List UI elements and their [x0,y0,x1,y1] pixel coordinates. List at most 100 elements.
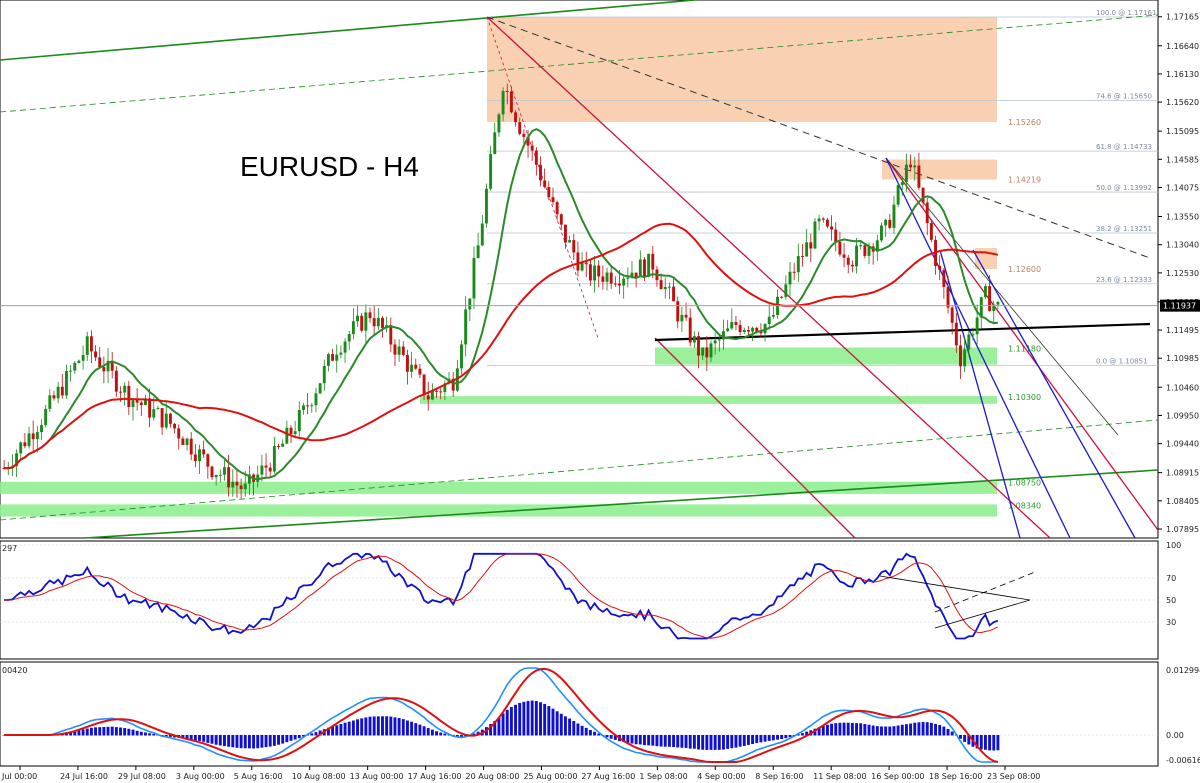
candle-body [705,347,709,358]
macd-line [4,667,998,763]
candle-body [484,188,488,224]
candle-body [260,465,264,475]
support-zone-label: 1.08340 [1008,501,1041,510]
macd-histogram-bar [859,723,863,736]
candle-body [135,400,139,403]
candle-body [364,312,368,331]
x-tick-label: 10 Aug 08:00 [292,772,346,781]
macd-tick-label: -0.006161 [1166,756,1200,765]
support-zone [0,504,997,517]
macd-histogram-bar [988,735,992,751]
candle-body [31,433,35,440]
macd-histogram-bar [626,735,630,743]
macd-histogram-bar [189,735,193,740]
candle-body [193,454,197,462]
x-tick-label: 23 Sep 08:00 [987,772,1040,781]
candle-body [859,245,863,247]
rsi-tick-label: 50 [1166,596,1176,605]
macd-histogram-bar [252,735,256,749]
macd-histogram-bar [638,735,642,745]
macd-histogram-bar [127,728,131,736]
candle-body [722,331,725,340]
candle-body [543,180,547,187]
candle-body [555,202,559,215]
candle-body [622,278,626,286]
candle-body [480,223,484,246]
macd-histogram-bar [260,735,264,748]
macd-histogram-bar [634,735,638,745]
macd-histogram-bar [256,735,260,749]
macd-histogram-bar [697,735,700,750]
candle-body [331,354,335,361]
resistance-zone-label: 1.14219 [1008,175,1041,184]
candle-body [913,165,917,168]
lower-channel-line [84,469,1159,539]
macd-histogram-bar [763,735,767,742]
candle-body [489,154,493,189]
candle-body [909,164,913,168]
blue-channel-line-2 [972,249,1136,539]
candle-body [343,341,347,353]
candle-body [239,485,243,490]
macd-histogram-bar [401,719,405,736]
macd-histogram-bar [950,731,954,736]
blue-channel-line-3 [939,249,1021,539]
macd-histogram-bar [526,700,530,736]
rsi-triangle [879,575,1031,629]
macd-histogram-bar [884,726,888,736]
macd-histogram-bar [701,735,705,750]
candle-body [277,446,280,448]
macd-histogram-bar [73,730,77,736]
candle-body [992,304,996,312]
macd-histogram-bar [539,702,542,736]
macd-histogram-bar [705,735,709,750]
candle-body [892,204,896,228]
macd-histogram-bar [734,735,738,748]
candle-body [264,465,268,468]
candle-body [198,449,201,462]
candle-body [572,240,576,253]
macd-histogram-bar [963,735,967,742]
macd-histogram-bar [422,726,426,736]
macd-histogram-bar [738,735,742,747]
macd-histogram-bar [339,724,343,736]
macd-histogram-bar [676,735,680,748]
macd-histogram-bar [967,735,971,745]
macd-histogram-bar [722,735,725,750]
x-tick-label: 5 Aug 16:00 [234,772,283,781]
price-tick-label: 1.17165 [1166,13,1199,22]
candle-body [314,393,318,406]
macd-histogram-bar [892,726,896,736]
candle-body [40,425,43,433]
macd-histogram-bar [863,724,867,736]
macd-histogram-bar [938,724,942,736]
rsi-tick-label: 100 [1166,541,1181,550]
candle-body [256,474,260,482]
candle-body [360,315,364,331]
candle-body [880,225,883,241]
candle-body [863,245,867,256]
macd-histogram-bar [297,735,301,739]
candle-body [247,474,251,484]
candle-body [418,368,422,375]
candle-body [771,315,775,317]
macd-histogram-bar [959,735,962,739]
macd-histogram-bar [81,729,85,736]
candle-body [817,218,821,222]
candle-body [588,264,592,281]
support-zone [420,396,997,404]
price-tick-label: 1.13040 [1166,241,1199,250]
candle-body [285,427,289,444]
macd-histogram-bar [534,701,538,736]
candle-body [855,245,858,267]
macd-histogram-bar [788,735,792,738]
macd-histogram-bar [875,726,879,736]
support-black-line [654,322,1151,342]
candle-body [164,413,168,428]
candle-body [842,254,846,258]
ma-slow-line [4,222,999,470]
macd-histogram-bar [98,727,102,736]
macd-histogram-bar [709,735,713,750]
macd-histogram-bar [850,722,854,736]
rsi-tick-label: 30 [1166,618,1176,627]
